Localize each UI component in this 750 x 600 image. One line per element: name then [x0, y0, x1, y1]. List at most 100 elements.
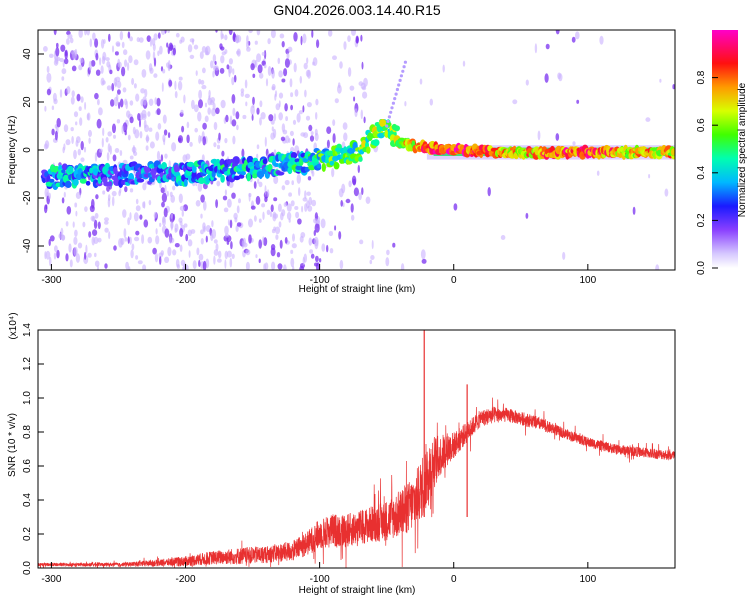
speckle-mark: [111, 83, 115, 92]
speckle-mark: [61, 76, 65, 81]
speckle-mark: [74, 229, 78, 237]
speckle-mark: [167, 30, 170, 33]
speckle-mark: [116, 119, 121, 124]
speckle-mark: [362, 91, 368, 99]
speckle-mark: [274, 93, 277, 101]
colorbar: 0.0 0.2 0.4 0.6 0.8 Normalized spectral ampl…: [696, 30, 748, 275]
speckle-mark: [188, 250, 191, 258]
speckle-mark: [159, 45, 163, 55]
speckle-mark: [224, 34, 228, 41]
speckle-mark: [131, 243, 135, 251]
speckle-mark: [286, 211, 292, 220]
speckle-mark: [265, 78, 269, 87]
speckle-mark: [178, 135, 183, 144]
branch-mark: [385, 124, 389, 128]
speckle-mark: [283, 68, 288, 77]
speckle-mark: [201, 84, 207, 90]
speckle-mark: [164, 256, 170, 263]
ridge-mark: [262, 158, 268, 165]
speckle-mark: [555, 30, 560, 35]
branch-mark: [393, 97, 397, 101]
speckle-mark: [179, 205, 185, 212]
speckle-mark: [337, 82, 341, 89]
speckle-mark: [89, 38, 93, 48]
speckle-mark: [77, 242, 83, 249]
speckle-mark: [131, 77, 135, 86]
speckle-mark: [302, 105, 305, 113]
speckle-mark: [75, 210, 78, 217]
speckle-mark: [263, 64, 267, 69]
speckle-mark: [86, 113, 90, 121]
speckle-mark: [290, 92, 294, 98]
speckle-mark: [104, 227, 109, 233]
speckle-mark: [125, 100, 128, 110]
speckle-mark: [562, 251, 566, 260]
speckle-mark: [208, 89, 211, 98]
speckle-mark: [153, 73, 158, 78]
speckle-mark: [61, 68, 67, 75]
speckle-mark: [102, 190, 106, 195]
y-tick-label: 40: [22, 48, 33, 60]
speckle-mark: [218, 132, 221, 141]
speckle-mark: [105, 137, 109, 143]
speckle-mark: [200, 194, 205, 203]
speckle-mark: [75, 253, 80, 263]
speckle-mark: [88, 137, 91, 144]
speckle-mark: [186, 134, 190, 144]
speckle-mark: [53, 252, 57, 260]
speckle-mark: [420, 249, 426, 260]
speckle-mark: [315, 112, 318, 120]
speckle-mark: [231, 192, 236, 199]
ridge-mark: [173, 164, 180, 173]
speckle-mark: [182, 154, 188, 163]
speckle-mark: [250, 105, 255, 116]
speckle-mark: [309, 249, 313, 254]
speckle-mark: [94, 260, 100, 267]
speckle-mark: [186, 121, 190, 129]
speckle-mark: [160, 154, 164, 162]
speckle-mark: [252, 73, 256, 79]
speckle-mark: [259, 100, 263, 108]
speckle-mark: [157, 123, 162, 130]
speckle-mark: [222, 195, 228, 201]
speckle-mark: [632, 206, 636, 215]
speckle-mark: [48, 192, 51, 200]
speckle-mark: [157, 32, 161, 39]
speckle-mark: [65, 139, 71, 146]
y-tick-label: 1.2: [22, 357, 33, 371]
speckle-mark: [213, 239, 218, 244]
speckle-mark: [132, 126, 136, 135]
speckle-mark: [205, 235, 208, 243]
speckle-mark: [248, 193, 251, 202]
speckle-mark: [64, 49, 68, 60]
speckle-mark: [121, 41, 125, 49]
speckle-mark: [197, 182, 203, 192]
ridge-mark: [67, 165, 74, 173]
speckle-mark: [664, 188, 669, 197]
speckle-mark: [53, 30, 57, 36]
speckle-mark: [256, 107, 260, 115]
speckle-mark: [168, 79, 173, 87]
speckle-mark: [154, 97, 157, 105]
speckle-mark: [133, 59, 139, 66]
speckle-mark: [203, 200, 207, 211]
speckle-mark: [299, 265, 305, 270]
ridge-mark: [299, 157, 304, 166]
speckle-mark: [104, 263, 108, 269]
speckle-mark: [349, 85, 355, 91]
speckle-mark: [262, 211, 265, 220]
speckle-mark: [278, 112, 284, 121]
speckle-mark: [270, 247, 276, 257]
speckle-mark: [90, 60, 96, 67]
speckle-mark: [212, 70, 215, 78]
speckle-mark: [326, 139, 330, 149]
speckle-mark: [95, 52, 99, 61]
speckle-mark: [558, 73, 563, 82]
speckle-mark: [302, 197, 308, 202]
speckle-mark: [211, 229, 217, 239]
speckle-mark: [145, 145, 149, 151]
speckle-mark: [256, 144, 260, 150]
speckle-mark: [109, 145, 112, 155]
speckle-mark: [294, 206, 299, 210]
ridge-mark: [366, 146, 371, 154]
